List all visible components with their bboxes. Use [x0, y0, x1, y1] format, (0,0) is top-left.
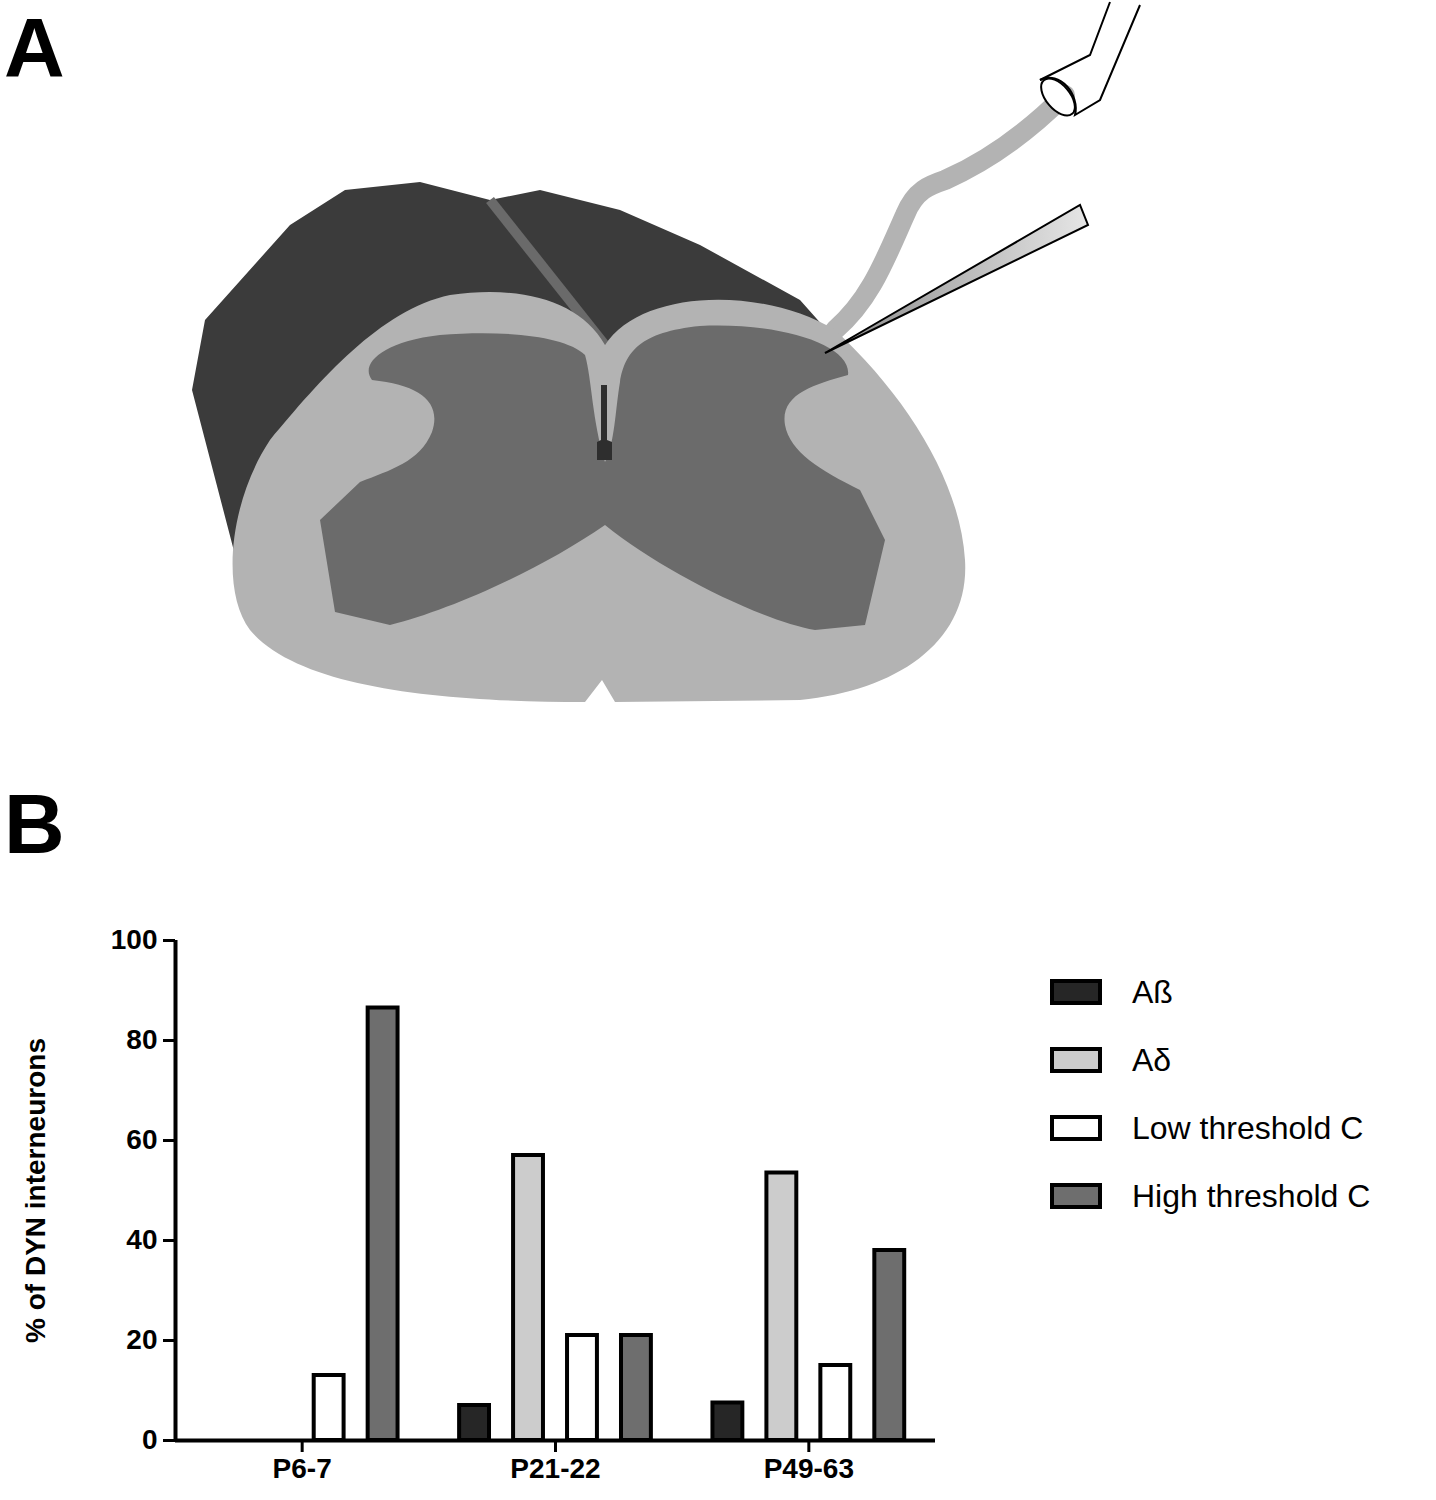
svg-text:P6-7: P6-7 — [273, 1453, 332, 1484]
svg-text:80: 80 — [126, 1024, 157, 1055]
html-text:B: B — [4, 777, 65, 871]
svg-text:% of DYN interneurons: % of DYN interneurons — [20, 1038, 51, 1343]
svg-text:P21-22: P21-22 — [510, 1453, 600, 1484]
svg-text:0: 0 — [142, 1424, 158, 1455]
html-text:Low threshold C: Low threshold C — [1132, 1109, 1364, 1146]
html-text:Aß: Aß — [1132, 973, 1173, 1010]
html-text:Aδ: Aδ — [1132, 1041, 1172, 1078]
svg-text:20: 20 — [126, 1324, 157, 1355]
html-text:A: A — [4, 1, 65, 95]
svg-text:P49-63: P49-63 — [764, 1453, 854, 1484]
svg-text:40: 40 — [126, 1224, 157, 1255]
svg-text:60: 60 — [126, 1124, 157, 1155]
html-text:High threshold C: High threshold C — [1132, 1177, 1371, 1214]
svg-text:100: 100 — [111, 924, 158, 955]
